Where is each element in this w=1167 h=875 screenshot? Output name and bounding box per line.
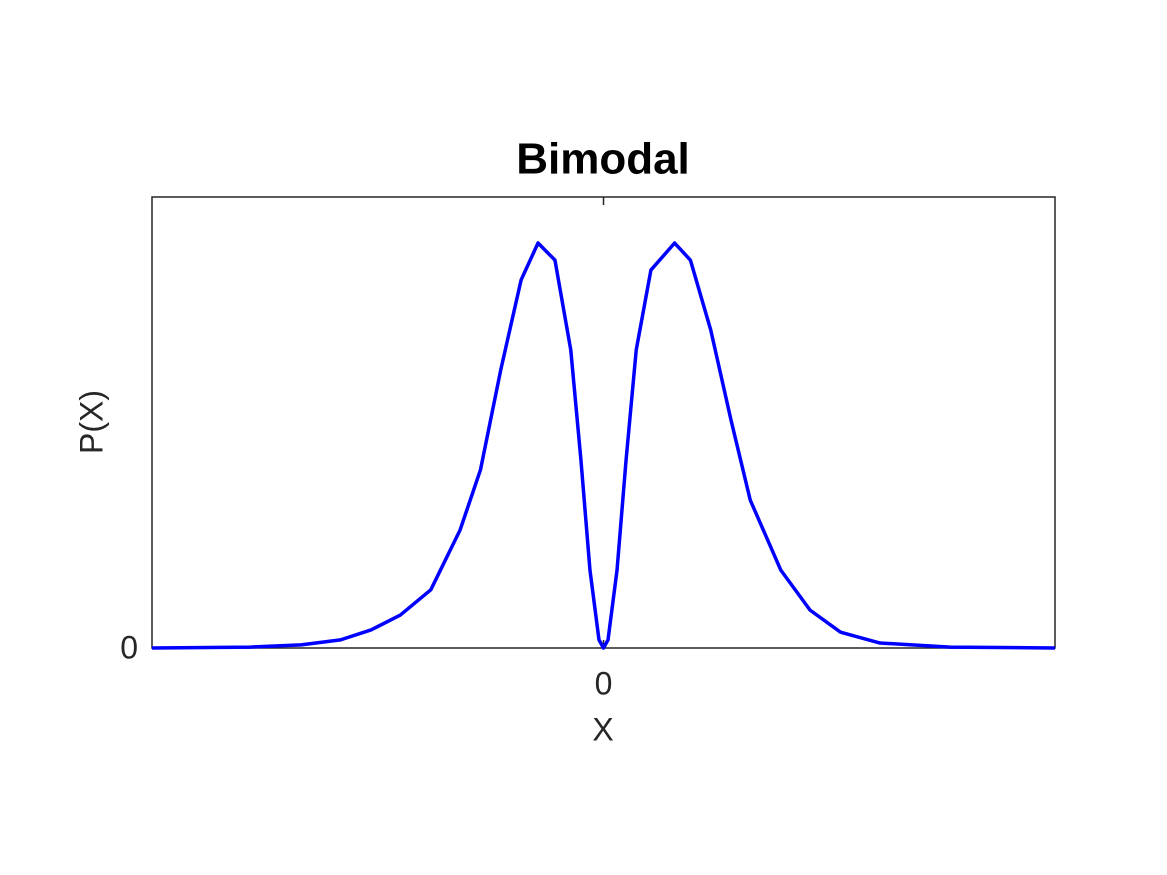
data-line: [151, 241, 1056, 650]
y-tick-label: 0: [120, 629, 138, 665]
x-tick-label: 0: [595, 665, 613, 701]
chart-title: Bimodal: [516, 135, 690, 184]
y-axis-label: P(X): [73, 390, 109, 454]
x-axis-label: X: [592, 711, 613, 747]
